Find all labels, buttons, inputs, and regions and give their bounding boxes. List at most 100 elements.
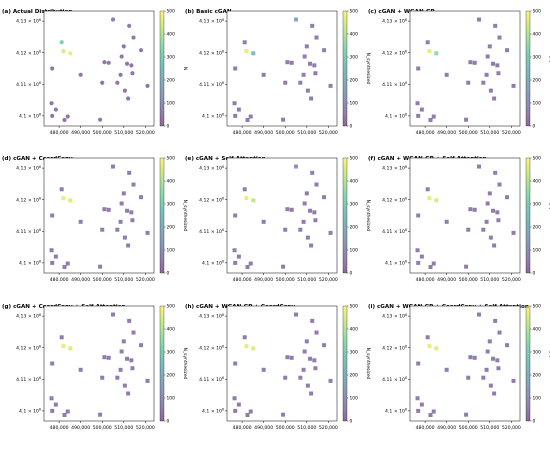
colorbar-tick-label: 200: [350, 78, 359, 84]
x-tick-label: 490,000: [437, 130, 456, 136]
plot-frame: [43, 305, 155, 422]
data-point: [495, 358, 500, 363]
data-point: [308, 208, 313, 213]
data-point: [122, 88, 127, 93]
data-point: [492, 243, 497, 248]
data-point: [285, 355, 290, 360]
data-point: [145, 83, 150, 88]
colorbar-label: N_synthesized: [548, 200, 550, 232]
data-point: [122, 383, 127, 388]
data-point: [283, 375, 288, 380]
data-point: [245, 117, 250, 122]
data-point: [289, 60, 294, 65]
data-point: [251, 51, 256, 56]
colorbar-tick-label: 300: [350, 350, 359, 356]
colorbar-tick-label: 100: [533, 101, 542, 107]
colorbar-tick-label: 500: [533, 9, 542, 15]
data-point: [126, 96, 131, 101]
colorbar-tick-label: 100: [167, 101, 176, 107]
data-point: [444, 367, 449, 372]
data-point: [62, 412, 67, 417]
data-point: [245, 264, 250, 269]
data-point: [106, 60, 111, 65]
data-point: [119, 54, 124, 59]
colorbar-tick-label: 500: [167, 156, 176, 162]
x-tick-label: 490,000: [437, 277, 456, 283]
data-point: [115, 80, 120, 85]
data-point: [497, 330, 502, 335]
data-point: [261, 367, 266, 372]
data-point: [428, 264, 433, 269]
data-point: [416, 66, 421, 71]
data-point: [416, 408, 421, 413]
data-point: [236, 107, 241, 112]
data-point: [65, 409, 70, 414]
y-tick-label: 4.12 × 106: [382, 50, 407, 57]
panel: (g) cGAN + CoordConv + Self-Attention480…: [2, 304, 188, 431]
x-tick-label: 490,000: [254, 425, 273, 431]
data-point: [59, 40, 64, 45]
data-point: [233, 361, 238, 366]
y-tick-label: 4.13 × 106: [199, 313, 224, 320]
data-point: [251, 198, 256, 203]
colorbar-tick-label: 300: [350, 202, 359, 208]
x-tick-label: 480,000: [50, 425, 69, 431]
colorbar-tick-label: 300: [167, 55, 176, 61]
data-point: [97, 117, 103, 122]
data-point: [495, 210, 500, 215]
data-point: [492, 96, 497, 101]
plot-frame: [226, 10, 338, 127]
y-tick-label: 4.13 × 106: [382, 313, 407, 320]
data-point: [511, 83, 516, 88]
colorbar: [159, 305, 165, 422]
data-point: [314, 35, 319, 40]
colorbar-tick-label: 400: [350, 32, 359, 38]
x-tick-label: 480,000: [233, 277, 252, 283]
data-point: [419, 254, 424, 259]
data-point: [496, 218, 501, 223]
data-point: [111, 164, 116, 169]
colorbar: [342, 10, 348, 127]
x-tick-label: 490,000: [71, 130, 90, 136]
data-point: [428, 117, 433, 122]
data-point: [59, 187, 64, 192]
data-point: [491, 61, 496, 66]
data-point: [49, 396, 54, 401]
data-point: [493, 318, 498, 323]
plot-frame: [409, 10, 521, 127]
y-tick-label: 4.1 × 106: [385, 113, 407, 120]
colorbar: [525, 10, 531, 127]
data-point: [118, 367, 123, 372]
data-point: [124, 61, 130, 66]
data-point: [468, 355, 473, 360]
data-point: [305, 88, 310, 93]
colorbar-tick-label: 200: [167, 225, 176, 231]
data-point: [466, 80, 471, 85]
colorbar-label: N: [182, 67, 188, 70]
data-point: [111, 312, 116, 317]
data-point: [125, 208, 130, 213]
x-tick-label: 520,000: [319, 277, 338, 283]
data-point: [484, 219, 489, 224]
y-tick-label: 4.13 × 106: [16, 18, 41, 25]
colorbar-tick-label: 200: [533, 225, 542, 231]
colorbar-tick-label: 100: [350, 101, 359, 107]
data-point: [314, 330, 319, 335]
data-point: [464, 412, 469, 417]
y-tick-label: 4.13 × 106: [16, 165, 41, 172]
data-point: [466, 227, 471, 232]
data-point: [484, 72, 489, 77]
x-tick-label: 510,000: [480, 425, 499, 431]
data-point: [472, 355, 477, 360]
colorbar-tick-label: 0: [167, 124, 170, 130]
data-point: [488, 235, 493, 240]
data-point: [477, 312, 482, 317]
data-point: [50, 361, 55, 366]
data-point: [233, 113, 238, 118]
data-point: [505, 195, 510, 200]
colorbar-label: N_synthesized: [365, 348, 371, 380]
data-point: [49, 101, 54, 106]
data-point: [431, 114, 436, 119]
